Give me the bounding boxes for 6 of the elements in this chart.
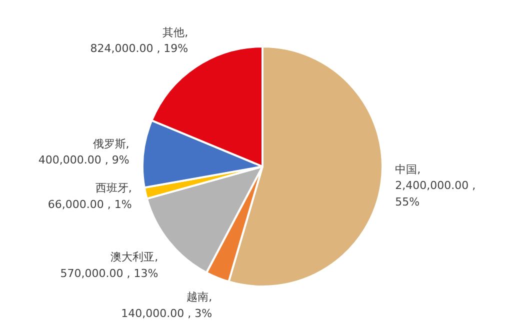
slice-label: 澳大利亚, 570,000.00 , 13% bbox=[60, 250, 158, 280]
slice-label: 中国, 2,400,000.00 , 55% bbox=[395, 162, 476, 208]
slice-label: 其他, 824,000.00 , 19% bbox=[90, 26, 188, 56]
slice-label: 西班牙, 66,000.00 , 1% bbox=[48, 182, 132, 211]
slice-label: 越南, 140,000.00 , 3% bbox=[121, 290, 212, 320]
slice-label: 俄罗斯, 400,000.00 , 9% bbox=[38, 137, 130, 167]
